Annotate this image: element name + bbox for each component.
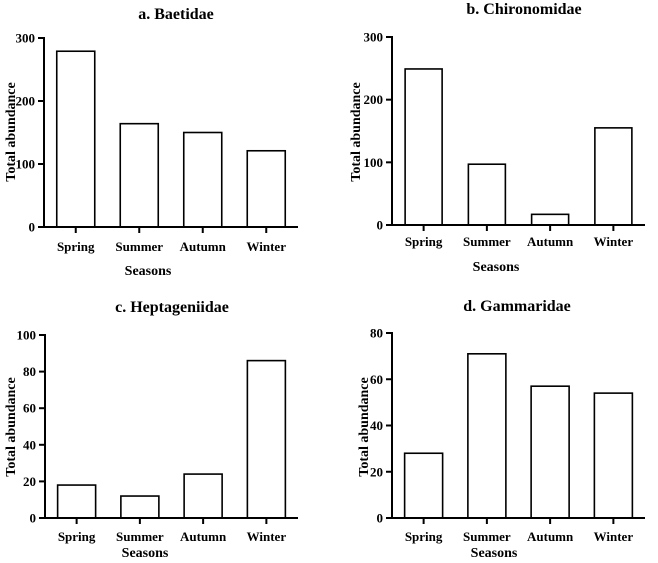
bar-autumn <box>182 131 223 228</box>
bar-spring <box>403 452 444 519</box>
x-tick-label: Spring <box>57 239 95 254</box>
y-axis-label: Total abundance <box>4 82 19 181</box>
x-tick-label: Summer <box>463 234 511 249</box>
x-tick-label: Summer <box>463 529 511 544</box>
x-axis-label: Seasons <box>122 546 169 561</box>
panel-gammaridae: d. Gammaridae Seasons Total abundance 0 2… <box>357 298 645 561</box>
y-tick-label: 60 <box>370 372 383 387</box>
chart-title: a. Baetidae <box>138 6 214 23</box>
y-tick-label: 60 <box>23 401 36 416</box>
y-tick-label: 0 <box>377 218 384 233</box>
y-axis-label: Total abundance <box>4 377 19 476</box>
y-tick-label: 300 <box>16 31 36 46</box>
bar-summer <box>119 122 160 228</box>
y-tick-label: 300 <box>364 30 384 45</box>
x-axis-label: Seasons <box>125 264 172 279</box>
y-tick-label: 40 <box>23 437 36 452</box>
bar-winter <box>246 359 287 519</box>
x-tick-label: Autumn <box>180 529 227 544</box>
x-tick-label: Summer <box>115 239 163 254</box>
bar-summer <box>467 163 507 226</box>
y-tick-label: 20 <box>23 474 36 489</box>
bar-autumn <box>530 213 570 226</box>
bar-winter <box>246 149 287 228</box>
x-axis-label: Seasons <box>473 260 520 275</box>
chart-title: c. Heptageniidae <box>115 299 229 316</box>
panel-baetidae: a. Baetidae Seasons Total abundance 0 100… <box>4 6 298 279</box>
y-tick-label: 0 <box>29 220 36 235</box>
chart-title: b. Chironomidae <box>466 1 581 18</box>
y-tick-label: 200 <box>16 94 36 109</box>
y-tick-label: 0 <box>377 511 384 526</box>
y-tick-label: 100 <box>17 328 37 343</box>
y-tick-label: 0 <box>30 511 37 526</box>
bar-autumn <box>183 473 223 519</box>
y-tick-label: 20 <box>370 464 383 479</box>
y-tick-label: 200 <box>364 92 384 107</box>
bar-spring <box>55 50 96 228</box>
bar-autumn <box>530 385 570 519</box>
panel-chironomidae: b. Chironomidae Seasons Total abundance … <box>349 1 645 275</box>
x-tick-label: Spring <box>405 234 443 249</box>
bar-summer <box>467 353 507 519</box>
y-tick-label: 100 <box>364 155 384 170</box>
bar-winter <box>594 127 633 226</box>
bar-summer <box>120 495 160 519</box>
x-tick-label: Winter <box>247 239 287 254</box>
bar-spring <box>56 484 97 519</box>
x-tick-label: Spring <box>405 529 443 544</box>
bar-spring <box>404 68 443 226</box>
x-tick-label: Autumn <box>180 239 227 254</box>
bar-winter <box>593 392 634 519</box>
y-tick-label: 80 <box>370 326 383 341</box>
x-tick-label: Spring <box>58 529 96 544</box>
x-tick-label: Autumn <box>527 529 574 544</box>
y-axis-label: Total abundance <box>357 377 372 476</box>
x-axis-label: Seasons <box>471 546 518 561</box>
x-tick-label: Winter <box>247 529 287 544</box>
x-tick-label: Summer <box>116 529 164 544</box>
x-tick-label: Winter <box>594 234 634 249</box>
y-tick-label: 100 <box>16 157 36 172</box>
chart-title: d. Gammaridae <box>463 298 571 315</box>
x-tick-label: Winter <box>594 529 634 544</box>
panel-heptageniidae: c. Heptageniidae Seasons Total abundance… <box>4 299 298 561</box>
y-tick-label: 80 <box>23 364 36 379</box>
y-axis-label: Total abundance <box>349 82 364 181</box>
y-tick-label: 40 <box>370 418 383 433</box>
x-tick-label: Autumn <box>527 234 574 249</box>
